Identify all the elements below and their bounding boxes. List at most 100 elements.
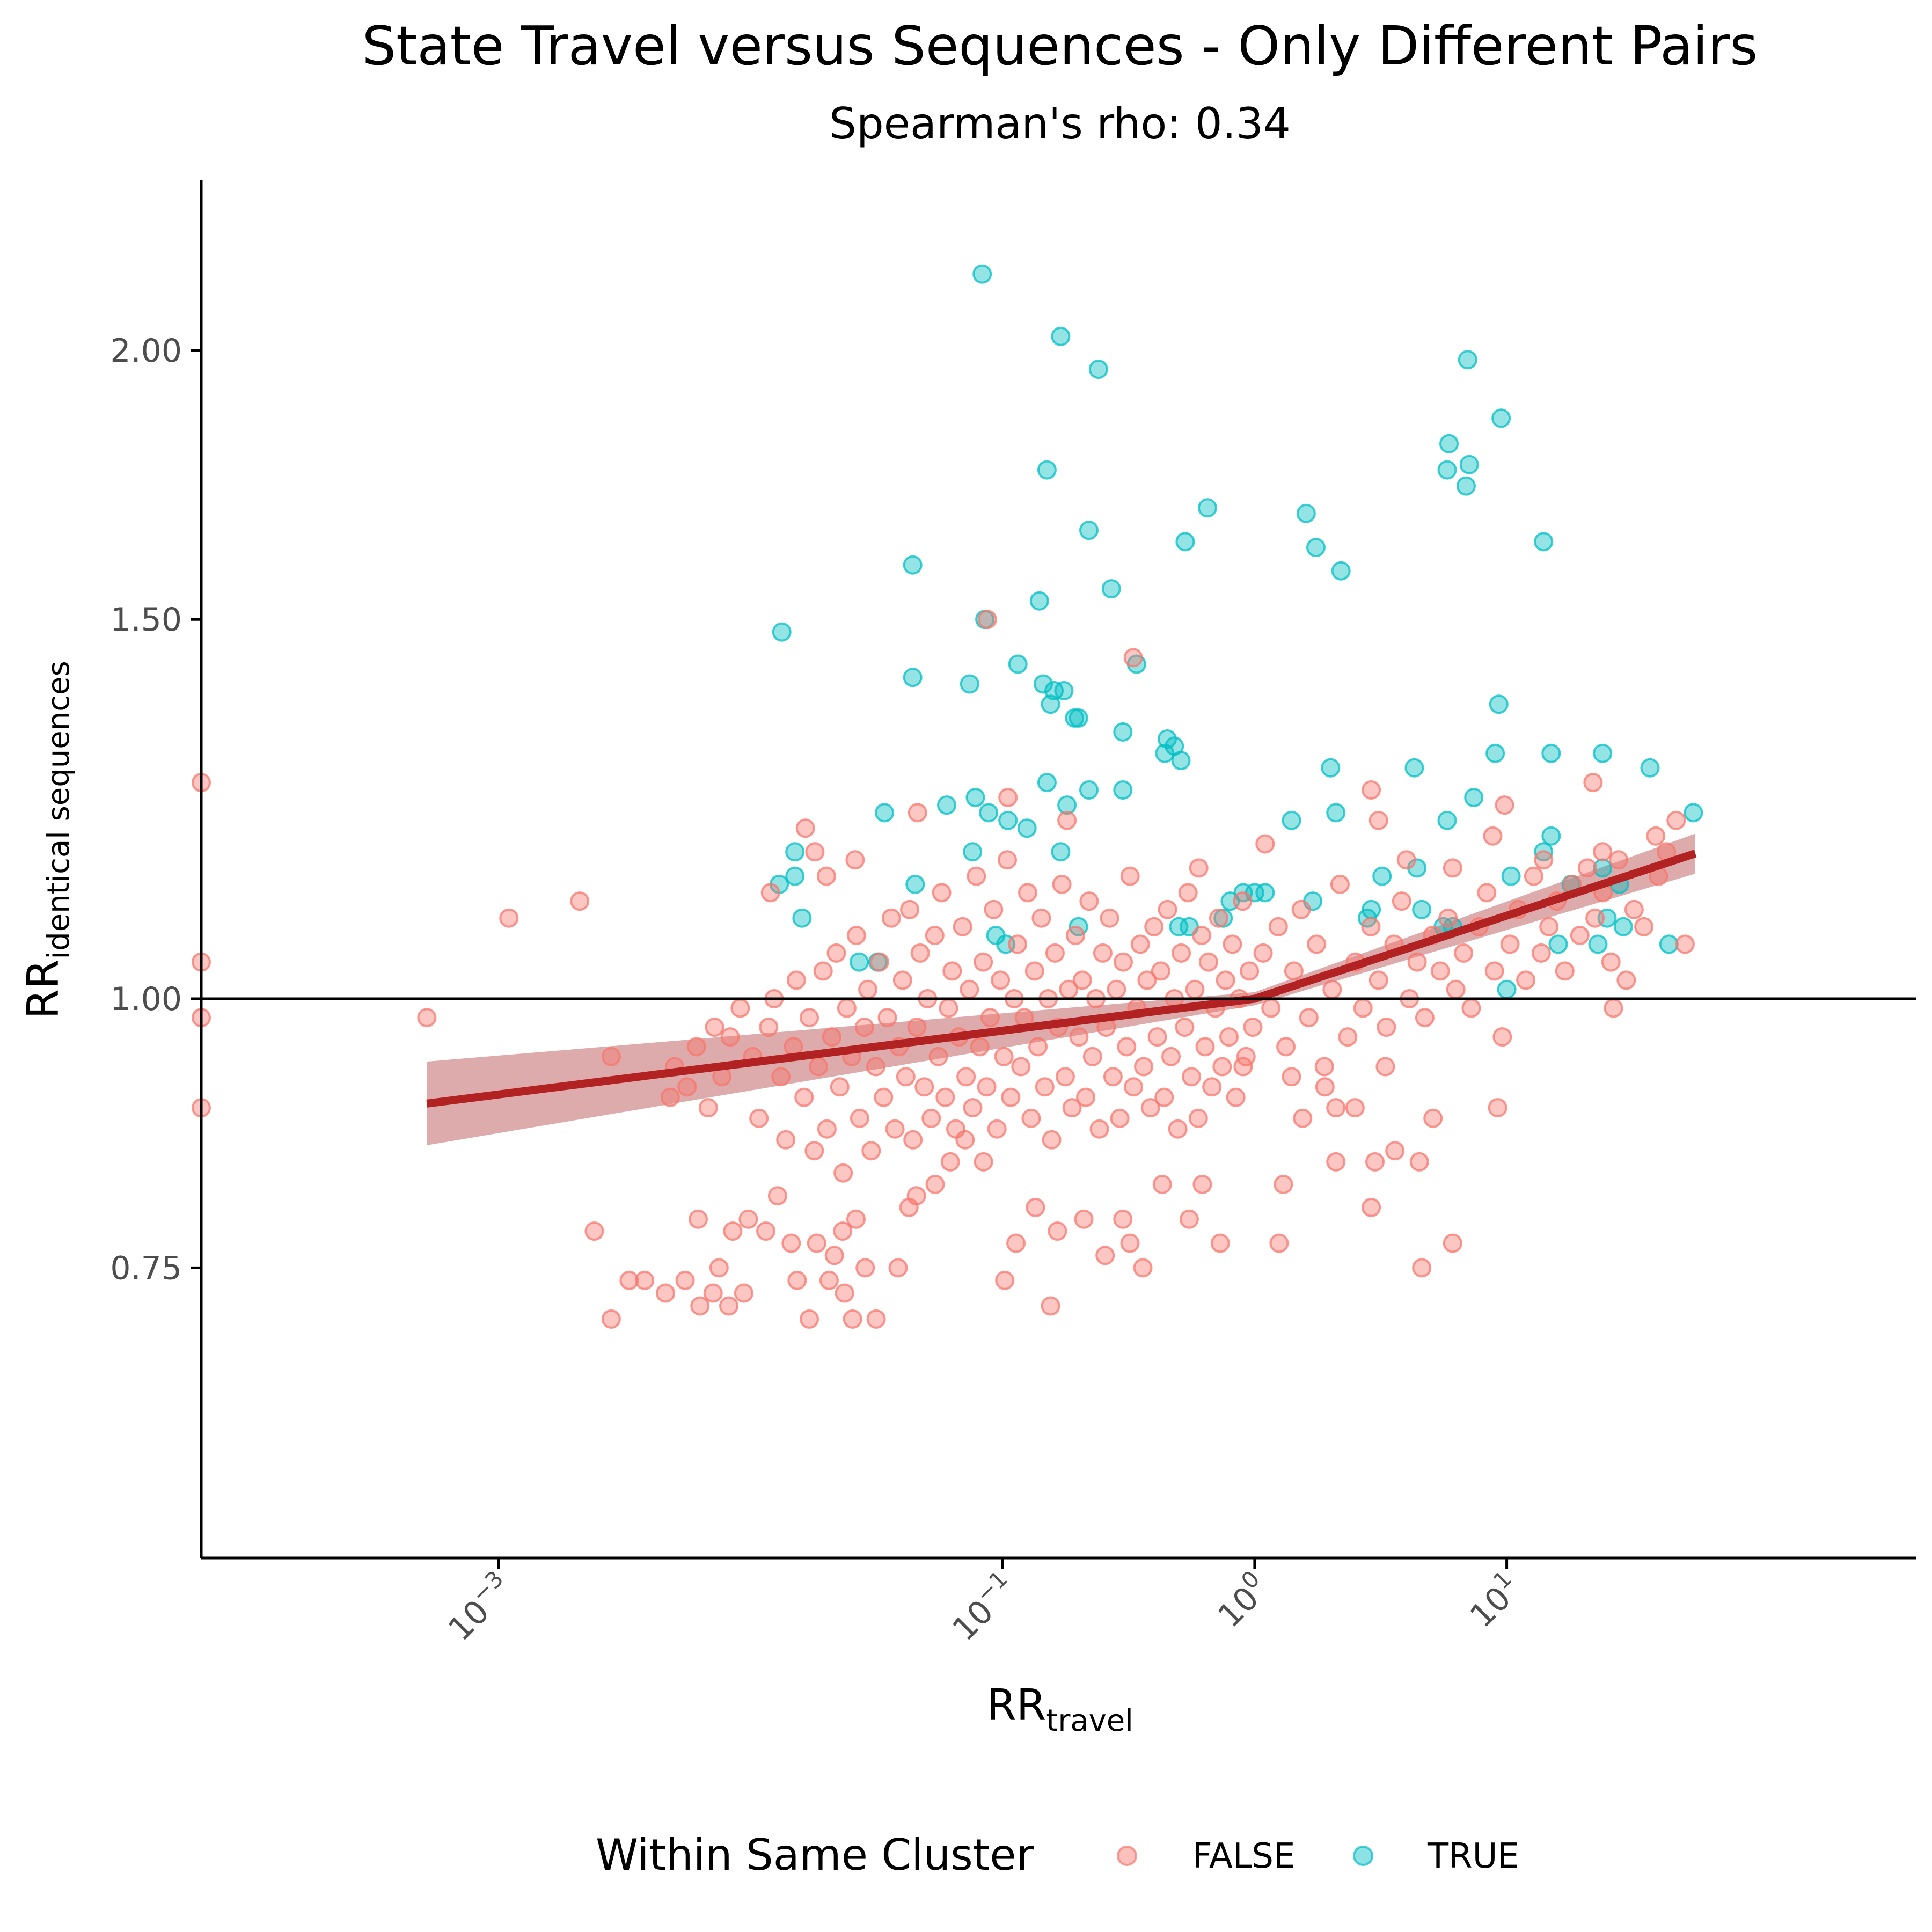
data-point-false xyxy=(946,1119,965,1139)
data-point-false xyxy=(1291,899,1311,919)
data-point-false xyxy=(846,1209,866,1229)
data-point-false xyxy=(1151,961,1170,981)
data-point-false xyxy=(1430,961,1450,981)
data-point-false xyxy=(939,998,958,1018)
data-point-false xyxy=(703,1283,723,1303)
data-point-true xyxy=(1034,674,1053,694)
data-point-true xyxy=(785,866,805,886)
data-point-false xyxy=(925,926,945,945)
data-point-false xyxy=(689,1209,708,1229)
data-point-false xyxy=(1069,1027,1089,1047)
data-point-false xyxy=(1066,926,1085,945)
data-point-true xyxy=(1008,654,1028,674)
data-point-false xyxy=(1035,1077,1055,1097)
data-point-false xyxy=(967,866,986,886)
data-point-false xyxy=(1484,961,1504,981)
data-point-false xyxy=(866,1057,885,1077)
data-point-false xyxy=(845,850,865,870)
data-point-false xyxy=(1516,970,1536,990)
data-point-false xyxy=(807,1233,826,1253)
data-point-false xyxy=(1362,780,1381,800)
data-point-false xyxy=(921,1108,941,1128)
data-point-false xyxy=(804,1141,824,1161)
data-point-false xyxy=(1534,850,1554,870)
data-point-false xyxy=(786,970,806,990)
data-point-false xyxy=(1368,810,1388,830)
data-point-true xyxy=(1041,694,1060,714)
data-point-false xyxy=(896,1067,916,1087)
data-point-false xyxy=(601,1309,621,1329)
data-point-false xyxy=(1057,810,1077,830)
data-point-false xyxy=(888,1258,908,1278)
data-point-true xyxy=(1037,460,1057,480)
data-point-false xyxy=(903,1130,923,1150)
data-point-false xyxy=(1477,883,1497,903)
data-point-false xyxy=(1243,1018,1263,1037)
data-point-false xyxy=(977,610,997,630)
data-point-false xyxy=(906,1186,926,1206)
data-point-false xyxy=(781,1233,801,1253)
data-point-false xyxy=(1353,998,1373,1018)
data-point-true xyxy=(1659,934,1679,954)
legend-title: Within Same Cluster xyxy=(596,1830,1034,1880)
data-point-false xyxy=(1675,934,1695,954)
data-point-false xyxy=(819,1270,839,1290)
data-point-true xyxy=(1684,803,1703,823)
data-point-false xyxy=(1377,1018,1396,1037)
data-point-true xyxy=(1613,917,1633,936)
data-point-false xyxy=(1048,1221,1067,1241)
data-point-true xyxy=(1541,826,1561,846)
data-point-false xyxy=(1192,926,1212,945)
data-point-false xyxy=(1216,970,1235,990)
data-point-false xyxy=(1261,998,1281,1018)
data-point-true xyxy=(979,803,999,823)
y-axis-title-sub: identical sequences xyxy=(41,661,76,959)
data-point-false xyxy=(998,788,1018,807)
data-point-false xyxy=(499,908,519,928)
data-point-false xyxy=(734,1283,753,1303)
data-point-false xyxy=(1161,1046,1181,1066)
data-point-true xyxy=(1491,408,1511,428)
data-point-false xyxy=(1095,1246,1115,1265)
data-point-true xyxy=(905,874,925,894)
data-point-false xyxy=(1315,1077,1335,1097)
data-point-false xyxy=(892,970,912,990)
data-point-false xyxy=(1368,970,1388,990)
data-point-false xyxy=(756,1221,775,1241)
data-point-true xyxy=(1155,743,1175,763)
data-point-false xyxy=(1117,1037,1137,1057)
data-point-false xyxy=(1365,1152,1385,1172)
data-point-false xyxy=(1011,1057,1031,1077)
data-point-false xyxy=(601,1046,621,1066)
data-point-true xyxy=(1464,788,1484,807)
data-point-false xyxy=(953,917,972,936)
data-point-true xyxy=(1321,758,1341,778)
data-point-false xyxy=(1140,1098,1160,1118)
data-point-false xyxy=(1269,1233,1289,1253)
data-point-false xyxy=(1570,926,1590,945)
data-point-false xyxy=(850,1108,869,1128)
x-axis-title-sub: travel xyxy=(1046,1703,1133,1738)
chart-subtitle: Spearman's rho: 0.34 xyxy=(829,99,1291,149)
data-point-false xyxy=(900,899,920,919)
data-point-false xyxy=(1609,850,1629,870)
data-point-false xyxy=(759,1018,779,1037)
data-point-false xyxy=(1407,952,1427,972)
data-point-true xyxy=(1296,503,1316,523)
data-point-false xyxy=(1583,773,1603,793)
data-point-false xyxy=(1158,899,1177,919)
data-point-false xyxy=(660,1087,680,1107)
x-axis-title: RRtravel xyxy=(986,1680,1133,1738)
data-point-false xyxy=(817,1119,837,1139)
data-point-false xyxy=(846,926,866,945)
data-point-false xyxy=(1483,826,1503,846)
data-point-false xyxy=(998,850,1017,870)
data-point-false xyxy=(1028,1037,1048,1057)
data-point-false xyxy=(980,1008,1000,1028)
data-point-true xyxy=(1534,532,1554,552)
data-point-true xyxy=(1158,729,1177,749)
legend-swatch-false xyxy=(1117,1846,1137,1866)
data-point-false xyxy=(1326,1098,1346,1118)
data-point-true xyxy=(1489,694,1509,714)
data-point-true xyxy=(1101,579,1121,599)
